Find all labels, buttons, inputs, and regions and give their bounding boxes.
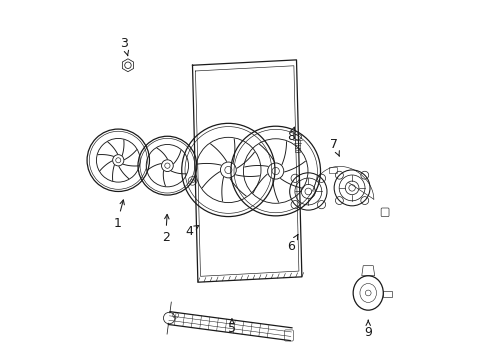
- Text: 1: 1: [113, 200, 124, 230]
- Text: 7: 7: [329, 138, 339, 156]
- Text: 3: 3: [120, 37, 128, 56]
- Text: 5: 5: [227, 319, 236, 335]
- Text: 6: 6: [286, 234, 297, 253]
- Text: 8: 8: [286, 127, 295, 144]
- Text: 9: 9: [364, 320, 371, 339]
- Text: 2: 2: [162, 215, 169, 244]
- Text: 4: 4: [184, 225, 198, 238]
